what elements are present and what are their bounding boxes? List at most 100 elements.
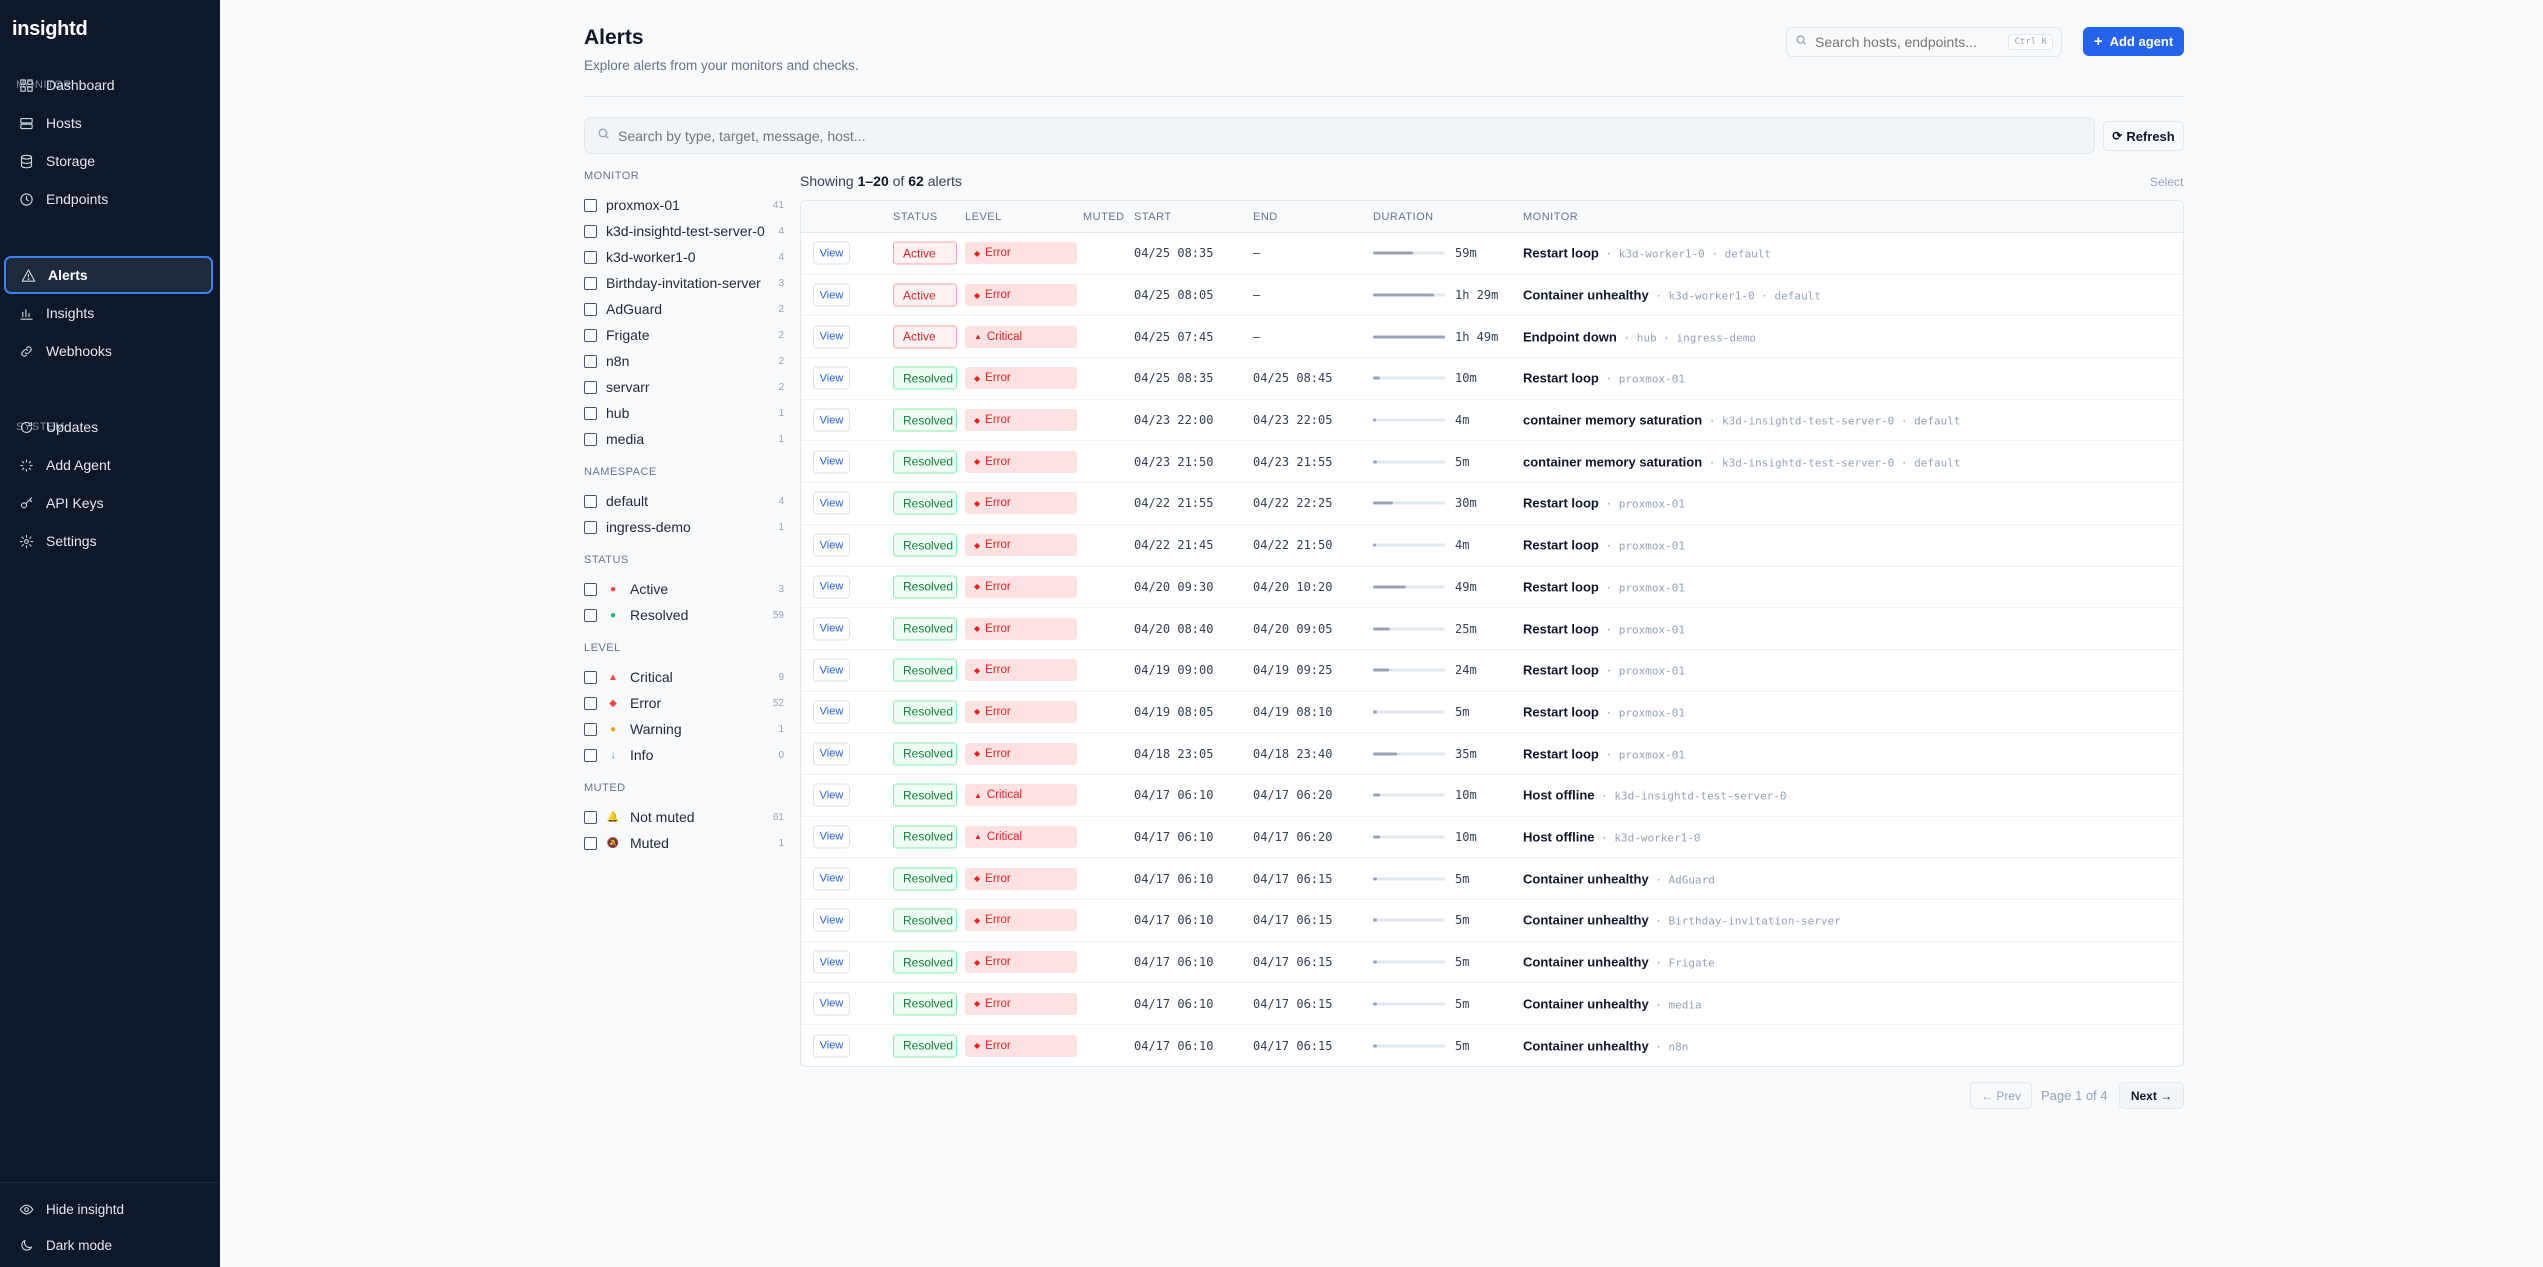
- table-row[interactable]: View Resolved ◆ Error 04/17 06:10 04/17 06:15…: [801, 900, 2183, 942]
- filter-option[interactable]: Frigate 2: [584, 322, 784, 348]
- filter-checkbox[interactable]: [584, 670, 597, 684]
- table-row[interactable]: View Resolved ◆ Error 04/20 09:30 04/20 10:20…: [801, 567, 2183, 609]
- filter-checkbox[interactable]: [584, 406, 597, 420]
- filter-option[interactable]: ● Resolved 59: [584, 602, 784, 628]
- filter-option[interactable]: ◆ Error 52: [584, 690, 784, 716]
- view-button[interactable]: View: [813, 783, 850, 807]
- alert-search[interactable]: [584, 117, 2095, 154]
- table-row[interactable]: View Active ◆ Error 04/25 08:05 — 1h 29m Contai…: [801, 275, 2183, 317]
- filter-checkbox[interactable]: [584, 810, 597, 824]
- select-link[interactable]: Select: [2150, 175, 2184, 189]
- sidebar-item-dashboard[interactable]: Dashboard: [4, 66, 213, 104]
- view-button[interactable]: View: [813, 283, 850, 307]
- next-page-button[interactable]: Next →: [2119, 1082, 2184, 1109]
- filter-option[interactable]: 🔔 Not muted 61: [584, 804, 784, 830]
- sidebar-item-storage[interactable]: Storage: [4, 142, 213, 180]
- view-button[interactable]: View: [813, 658, 850, 682]
- filter-checkbox[interactable]: [584, 328, 597, 342]
- col-monitor[interactable]: MONITOR: [1523, 211, 1579, 223]
- filter-option[interactable]: ingress-demo 1: [584, 514, 784, 540]
- view-button[interactable]: View: [813, 950, 850, 974]
- table-row[interactable]: View Resolved ◆ Error 04/17 06:10 04/17 06:15…: [801, 1025, 2183, 1066]
- view-button[interactable]: View: [813, 992, 850, 1016]
- filter-option[interactable]: ▲ Critical 9: [584, 664, 784, 690]
- view-button[interactable]: View: [813, 867, 850, 891]
- sidebar-item-updates[interactable]: Updates: [4, 408, 213, 446]
- sidebar-footer-dark-mode[interactable]: Dark mode: [4, 1226, 213, 1264]
- filter-checkbox[interactable]: [584, 276, 597, 290]
- filter-checkbox[interactable]: [584, 748, 597, 762]
- filter-option[interactable]: ● Warning 1: [584, 716, 784, 742]
- col-start[interactable]: START: [1134, 211, 1172, 223]
- view-button[interactable]: View: [813, 241, 850, 265]
- filter-option[interactable]: proxmox-01 41: [584, 192, 784, 218]
- filter-option[interactable]: 🔕 Muted 1: [584, 830, 784, 856]
- view-button[interactable]: View: [813, 408, 850, 432]
- table-row[interactable]: View Resolved ◆ Error 04/17 06:10 04/17 06:15…: [801, 942, 2183, 984]
- view-button[interactable]: View: [813, 742, 850, 766]
- filter-checkbox[interactable]: [584, 520, 597, 534]
- col-duration[interactable]: DURATION: [1373, 211, 1434, 223]
- table-row[interactable]: View Resolved ◆ Error 04/19 08:05 04/19 08:10…: [801, 692, 2183, 734]
- global-search-input[interactable]: [1815, 34, 2009, 50]
- filter-checkbox[interactable]: [584, 354, 597, 368]
- filter-checkbox[interactable]: [584, 608, 597, 622]
- filter-checkbox[interactable]: [584, 494, 597, 508]
- table-row[interactable]: View Resolved ▲ Critical 04/17 06:10 04/17 06…: [801, 817, 2183, 859]
- table-row[interactable]: View Resolved ◆ Error 04/17 06:10 04/17 06:15…: [801, 858, 2183, 900]
- view-button[interactable]: View: [813, 533, 850, 557]
- refresh-button[interactable]: ⟳ Refresh: [2103, 121, 2184, 151]
- filter-checkbox[interactable]: [584, 582, 597, 596]
- filter-option[interactable]: AdGuard 2: [584, 296, 784, 322]
- filter-option[interactable]: ↓ Info 0: [584, 742, 784, 768]
- filter-option[interactable]: ● Active 3: [584, 576, 784, 602]
- filter-checkbox[interactable]: [584, 696, 597, 710]
- sidebar-item-insights[interactable]: Insights: [4, 294, 213, 332]
- table-row[interactable]: View Resolved ◆ Error 04/20 08:40 04/20 09:05…: [801, 608, 2183, 650]
- filter-option[interactable]: hub 1: [584, 400, 784, 426]
- sidebar-item-api-keys[interactable]: API Keys: [4, 484, 213, 522]
- col-end[interactable]: END: [1253, 211, 1278, 223]
- global-search[interactable]: Ctrl K: [1786, 27, 2062, 57]
- view-button[interactable]: View: [813, 700, 850, 724]
- sidebar-footer-hide-insightd[interactable]: Hide insightd: [4, 1190, 213, 1228]
- filter-checkbox[interactable]: [584, 250, 597, 264]
- view-button[interactable]: View: [813, 575, 850, 599]
- filter-option[interactable]: k3d-worker1-0 4: [584, 244, 784, 270]
- view-button[interactable]: View: [813, 325, 850, 349]
- alert-search-input[interactable]: [618, 127, 2082, 144]
- filter-checkbox[interactable]: [584, 198, 597, 212]
- view-button[interactable]: View: [813, 1034, 850, 1058]
- view-button[interactable]: View: [813, 617, 850, 641]
- view-button[interactable]: View: [813, 491, 850, 515]
- table-row[interactable]: View Resolved ◆ Error 04/18 23:05 04/18 23:40…: [801, 733, 2183, 775]
- view-button[interactable]: View: [813, 908, 850, 932]
- prev-page-button[interactable]: ← Prev: [1970, 1082, 2032, 1109]
- filter-checkbox[interactable]: [584, 836, 597, 850]
- filter-checkbox[interactable]: [584, 302, 597, 316]
- filter-option[interactable]: media 1: [584, 426, 784, 452]
- table-row[interactable]: View Active ▲ Critical 04/25 07:45 — 1h 49m End…: [801, 316, 2183, 359]
- filter-option[interactable]: servarr 2: [584, 374, 784, 400]
- sidebar-item-endpoints[interactable]: Endpoints: [4, 180, 213, 218]
- col-level[interactable]: LEVEL: [965, 211, 1002, 223]
- table-row[interactable]: View Resolved ◆ Error 04/22 21:45 04/22 21:50…: [801, 525, 2183, 567]
- filter-option[interactable]: Birthday-invitation-server 3: [584, 270, 784, 296]
- view-button[interactable]: View: [813, 366, 850, 390]
- sidebar-item-add-agent[interactable]: Add Agent: [4, 446, 213, 484]
- col-muted[interactable]: MUTED: [1083, 211, 1125, 223]
- filter-checkbox[interactable]: [584, 432, 597, 446]
- filter-option[interactable]: default 4: [584, 488, 784, 514]
- table-row[interactable]: View Resolved ▲ Critical 04/17 06:10 04/17 06…: [801, 775, 2183, 817]
- brand-logo[interactable]: insightd: [12, 18, 88, 40]
- sidebar-item-hosts[interactable]: Hosts: [4, 104, 213, 142]
- sidebar-item-alerts[interactable]: Alerts: [4, 256, 213, 294]
- view-button[interactable]: View: [813, 825, 850, 849]
- view-button[interactable]: View: [813, 450, 850, 474]
- filter-checkbox[interactable]: [584, 224, 597, 238]
- col-status[interactable]: STATUS: [893, 211, 938, 223]
- filter-checkbox[interactable]: [584, 722, 597, 736]
- filter-option[interactable]: n8n 2: [584, 348, 784, 374]
- sidebar-item-settings[interactable]: Settings: [4, 522, 213, 560]
- table-row[interactable]: View Active ◆ Error 04/25 08:35 — 59m Restart l…: [801, 233, 2183, 275]
